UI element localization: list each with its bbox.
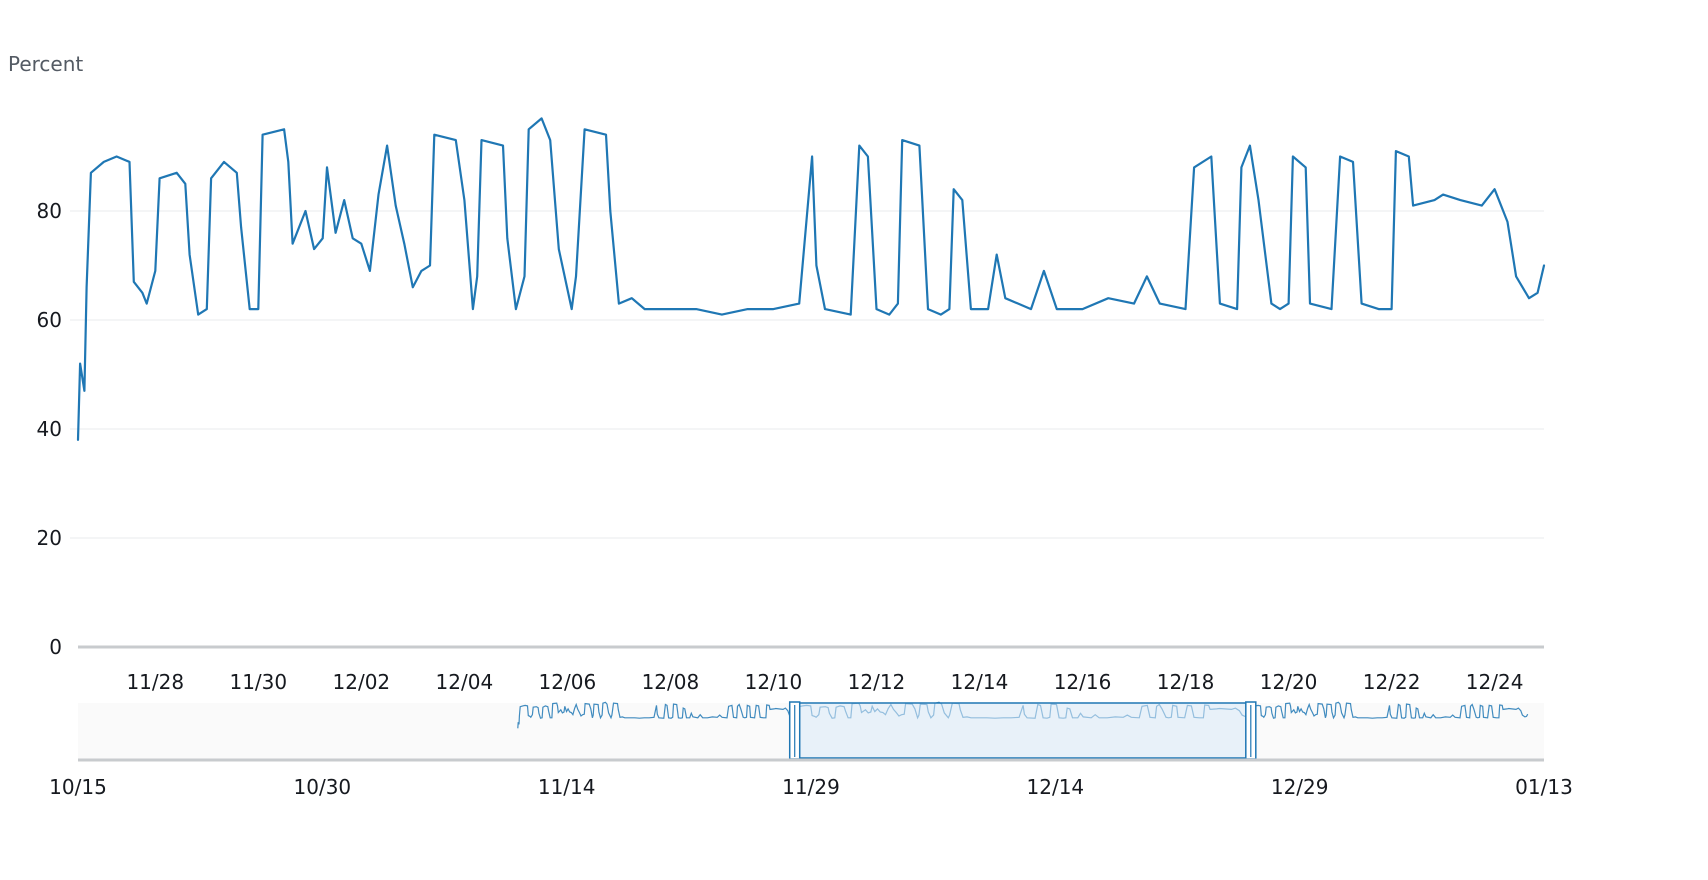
y-tick-label: 40 — [37, 417, 62, 441]
range-navigator: 10/15 10/30 11/14 11/29 12/14 12/29 01/13 — [49, 701, 1573, 799]
x-tick-label: 12/02 — [333, 670, 391, 694]
navigator-tick-label: 10/30 — [294, 775, 352, 799]
x-tick-label: 12/16 — [1054, 670, 1112, 694]
y-tick-label: 20 — [37, 526, 62, 550]
navigator-tick-label: 01/13 — [1515, 775, 1573, 799]
x-tick-label: 12/08 — [642, 670, 700, 694]
x-tick-label: 12/04 — [436, 670, 494, 694]
x-tick-label: 12/22 — [1363, 670, 1421, 694]
x-tick-label: 12/20 — [1260, 670, 1318, 694]
navigator-tick-label: 11/14 — [538, 775, 596, 799]
main-plot: 0 20 40 60 80 11/28 11/30 12/02 12/04 12/06 12/08 1… — [37, 117, 1546, 694]
x-tick-label: 11/30 — [229, 670, 287, 694]
navigator-tick-label: 11/29 — [782, 775, 840, 799]
series-line — [76, 117, 1546, 441]
y-tick-label: 0 — [49, 635, 62, 659]
navigator-tick-label: 12/29 — [1271, 775, 1329, 799]
y-tick-label: 60 — [37, 308, 62, 332]
navigator-tick-label: 12/14 — [1027, 775, 1085, 799]
x-tick-label: 12/06 — [539, 670, 597, 694]
x-tick-label: 12/14 — [951, 670, 1009, 694]
x-tick-label: 12/18 — [1157, 670, 1215, 694]
navigator-selected-range[interactable] — [793, 702, 1252, 759]
y-tick-label: 80 — [37, 199, 62, 223]
x-tick-label: 12/24 — [1466, 670, 1524, 694]
navigator-tick-label: 10/15 — [49, 775, 107, 799]
x-tick-label: 11/28 — [126, 670, 184, 694]
x-tick-label: 12/12 — [848, 670, 906, 694]
x-tick-label: 12/10 — [745, 670, 803, 694]
y-unit-label: Percent — [8, 52, 84, 76]
